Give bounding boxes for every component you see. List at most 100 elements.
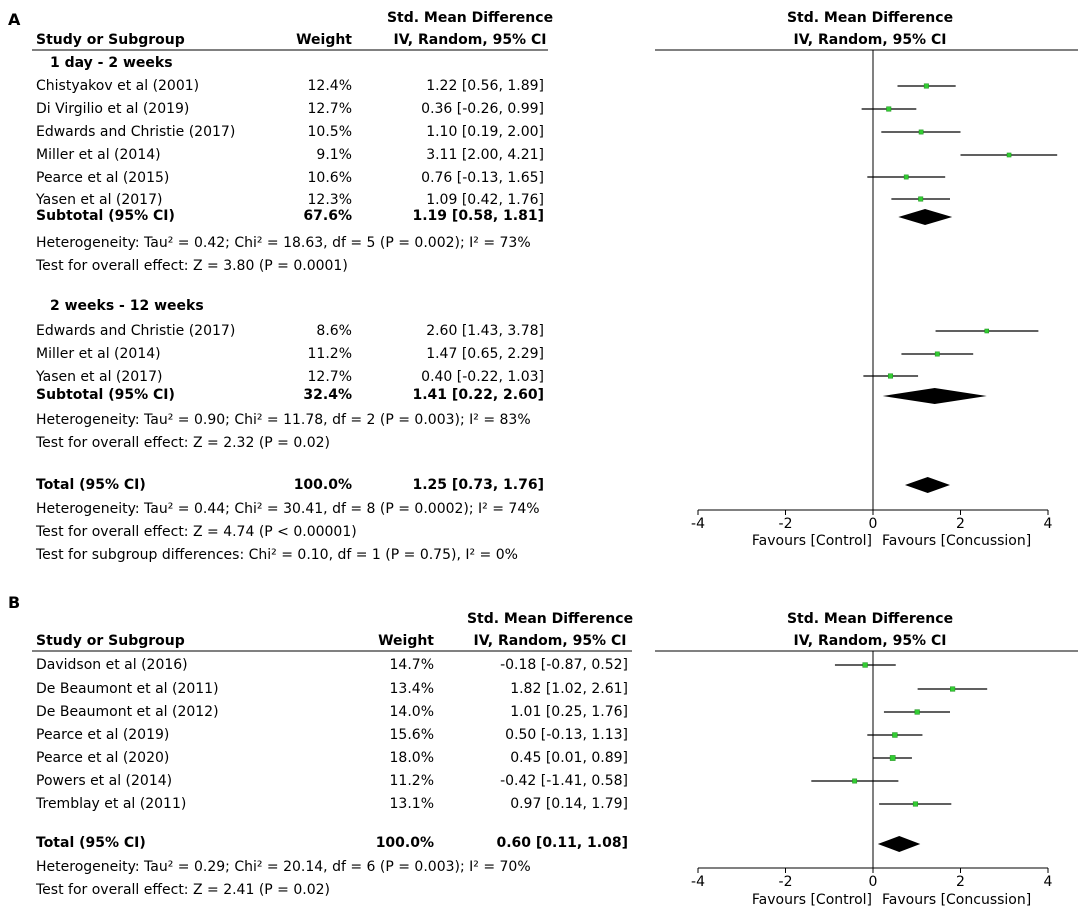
a-study-name: Yasen et al (2017) bbox=[36, 192, 163, 208]
b-smd-header-top: Std. Mean Difference bbox=[466, 611, 634, 627]
b-total-diamond bbox=[877, 836, 921, 852]
a-x-tick-label: 0 bbox=[869, 516, 878, 532]
a-study-weight: 10.6% bbox=[307, 170, 352, 186]
a-point-marker bbox=[934, 351, 940, 357]
b-study-name: Pearce et al (2020) bbox=[36, 750, 170, 766]
b-study-name: De Beaumont et al (2012) bbox=[36, 704, 219, 720]
a-study-ci: 3.11 [2.00, 4.21] bbox=[426, 147, 544, 163]
a-study-name: Yasen et al (2017) bbox=[36, 369, 163, 385]
a-study-name: Edwards and Christie (2017) bbox=[36, 323, 236, 339]
b-x-tick-label: 0 bbox=[869, 874, 878, 890]
a-point-marker bbox=[887, 373, 894, 379]
b-point-marker bbox=[912, 801, 918, 807]
a-study-name: Miller et al (2014) bbox=[36, 346, 161, 362]
a-point-marker bbox=[886, 106, 892, 112]
b-plot-header-bottom: IV, Random, 95% CI bbox=[793, 633, 947, 649]
b-study-name: Tremblay et al (2011) bbox=[36, 796, 187, 812]
a-point-marker bbox=[923, 83, 929, 89]
a-subtotal-1-weight: 67.6% bbox=[303, 208, 352, 224]
a-x-tick-label: -2 bbox=[779, 516, 793, 532]
a-x-tick-label: 2 bbox=[956, 516, 965, 532]
b-favours-concussion: Favours [Concussion] bbox=[882, 892, 1032, 908]
b-study-weight: 18.0% bbox=[389, 750, 434, 766]
b-study-weight: 14.0% bbox=[389, 704, 434, 720]
a-study-ci: 1.47 [0.65, 2.29] bbox=[426, 346, 544, 362]
a-smd-header-top: Std. Mean Difference bbox=[386, 10, 554, 26]
b-favours-control: Favours [Control] bbox=[751, 892, 872, 908]
a-subgroup-2-overall-effect: Test for overall effect: Z = 2.32 (P = 0… bbox=[36, 435, 330, 451]
a-total-diamond bbox=[904, 477, 950, 493]
a-study-name: Di Virgilio et al (2019) bbox=[36, 101, 190, 117]
b-point-marker bbox=[852, 778, 858, 784]
a-study-name: Edwards and Christie (2017) bbox=[36, 124, 236, 140]
a-subgroup-1-heterogeneity: Heterogeneity: Tau² = 0.42; Chi² = 18.63… bbox=[36, 235, 531, 251]
a-study-weight: 12.7% bbox=[307, 369, 352, 385]
a-subgroup-2-heterogeneity: Heterogeneity: Tau² = 0.90; Chi² = 11.78… bbox=[36, 412, 531, 428]
a-study-ci: 0.40 [-0.22, 1.03] bbox=[421, 369, 544, 385]
a-subtotal-diamond bbox=[898, 209, 953, 225]
a-subtotal-2-weight: 32.4% bbox=[303, 387, 352, 403]
b-plot-header-top: Std. Mean Difference bbox=[786, 611, 954, 627]
a-subgroup-differences: Test for subgroup differences: Chi² = 0.… bbox=[36, 547, 518, 563]
b-study-ci: 0.45 [0.01, 0.89] bbox=[510, 750, 628, 766]
b-point-marker bbox=[892, 732, 898, 738]
b-point-marker bbox=[914, 709, 920, 715]
a-study-ci: 0.76 [-0.13, 1.65] bbox=[421, 170, 544, 186]
b-total-heterogeneity: Heterogeneity: Tau² = 0.29; Chi² = 20.14… bbox=[36, 859, 531, 875]
b-study-weight: 13.1% bbox=[389, 796, 434, 812]
a-point-marker bbox=[918, 129, 924, 135]
a-plot-header-bottom: IV, Random, 95% CI bbox=[793, 32, 947, 48]
a-study-weight: 10.5% bbox=[307, 124, 352, 140]
a-study-weight: 12.3% bbox=[307, 192, 352, 208]
a-total-overall-effect: Test for overall effect: Z = 4.74 (P < 0… bbox=[36, 524, 357, 540]
b-smd-header-bottom: IV, Random, 95% CI bbox=[473, 633, 627, 649]
a-point-marker bbox=[903, 174, 909, 180]
a-x-tick-label: -4 bbox=[691, 516, 705, 532]
a-study-weight: 12.7% bbox=[307, 101, 352, 117]
a-study-ci: 2.60 [1.43, 3.78] bbox=[426, 323, 544, 339]
a-study-name: Miller et al (2014) bbox=[36, 147, 161, 163]
b-study-header: Study or Subgroup bbox=[36, 633, 185, 649]
b-x-tick-label: -2 bbox=[779, 874, 793, 890]
a-point-marker bbox=[984, 328, 990, 334]
b-x-tick-label: 2 bbox=[956, 874, 965, 890]
a-weight-header: Weight bbox=[296, 32, 352, 48]
b-total-overall-effect: Test for overall effect: Z = 2.41 (P = 0… bbox=[36, 882, 330, 898]
b-x-tick-label: -4 bbox=[691, 874, 705, 890]
b-study-ci: 0.97 [0.14, 1.79] bbox=[510, 796, 628, 812]
a-total-label: Total (95% CI) bbox=[36, 477, 146, 493]
a-subtotal-2-ci: 1.41 [0.22, 2.60] bbox=[412, 387, 545, 403]
b-total-ci: 0.60 [0.11, 1.08] bbox=[496, 835, 629, 851]
a-point-marker bbox=[918, 196, 924, 202]
a-favours-concussion: Favours [Concussion] bbox=[882, 533, 1032, 549]
b-x-tick-label: 4 bbox=[1044, 874, 1053, 890]
b-point-marker bbox=[862, 662, 868, 668]
b-study-name: De Beaumont et al (2011) bbox=[36, 681, 219, 697]
a-subtotal-diamond bbox=[882, 388, 987, 404]
b-study-ci: 1.82 [1.02, 2.61] bbox=[510, 681, 628, 697]
a-favours-control: Favours [Control] bbox=[751, 533, 872, 549]
b-point-marker bbox=[950, 686, 956, 692]
panel-label-a: A bbox=[8, 10, 21, 29]
a-subgroup-1-title: 1 day - 2 weeks bbox=[50, 55, 173, 71]
a-x-tick-label: 4 bbox=[1044, 516, 1053, 532]
b-study-weight: 13.4% bbox=[389, 681, 434, 697]
b-study-ci: -0.18 [-0.87, 0.52] bbox=[500, 657, 628, 673]
b-study-weight: 15.6% bbox=[389, 727, 434, 743]
a-subtotal-2-label: Subtotal (95% CI) bbox=[36, 387, 175, 403]
a-subgroup-1-overall-effect: Test for overall effect: Z = 3.80 (P = 0… bbox=[36, 258, 348, 274]
a-study-weight: 12.4% bbox=[307, 78, 352, 94]
a-subtotal-1-label: Subtotal (95% CI) bbox=[36, 208, 175, 224]
a-study-name: Pearce et al (2015) bbox=[36, 170, 170, 186]
a-subtotal-1-ci: 1.19 [0.58, 1.81] bbox=[412, 208, 545, 224]
panel-label-b: B bbox=[8, 593, 21, 612]
a-total-weight: 100.0% bbox=[293, 477, 352, 493]
b-study-name: Davidson et al (2016) bbox=[36, 657, 188, 673]
b-study-ci: -0.42 [-1.41, 0.58] bbox=[500, 773, 628, 789]
a-study-ci: 1.10 [0.19, 2.00] bbox=[426, 124, 544, 140]
a-study-name: Chistyakov et al (2001) bbox=[36, 78, 200, 94]
b-study-weight: 11.2% bbox=[389, 773, 434, 789]
b-weight-header: Weight bbox=[378, 633, 434, 649]
b-point-marker bbox=[889, 755, 896, 761]
